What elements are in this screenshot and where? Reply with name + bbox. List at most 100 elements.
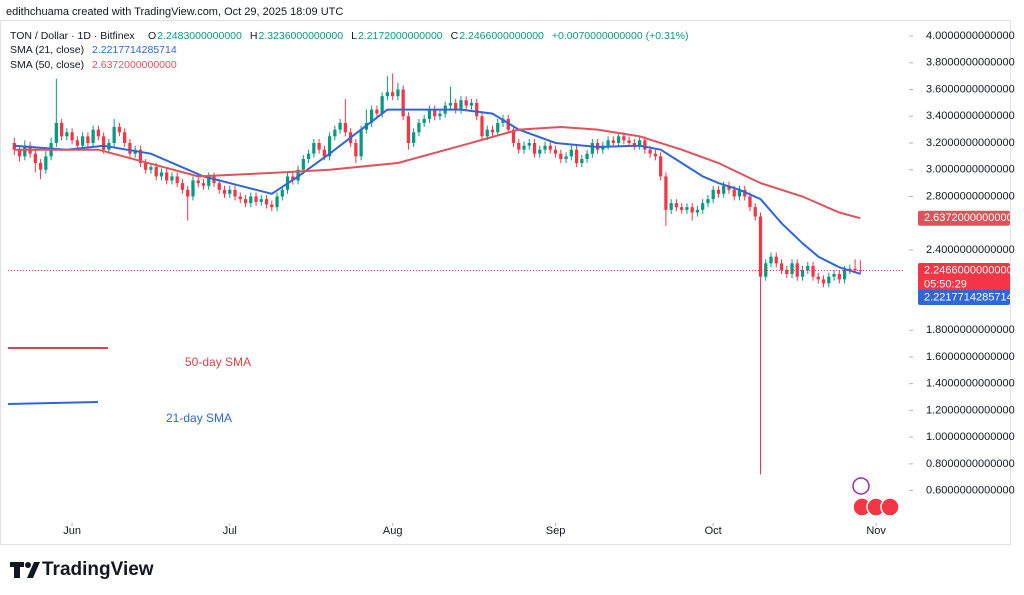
y-tick-label: 4.0000000000000	[926, 30, 1015, 42]
candle-body	[853, 268, 857, 271]
y-tick-label: 1.0000000000000	[926, 431, 1015, 443]
candle-body	[785, 270, 789, 275]
ohlc-value: 2.2466000000000	[459, 30, 544, 42]
candle-body	[385, 92, 390, 97]
candle-body	[821, 279, 826, 284]
candle-body	[695, 209, 700, 213]
ohlc-label: H	[250, 30, 258, 42]
countdown: 05:50:29	[924, 278, 967, 290]
candle-body	[338, 122, 342, 130]
candle-body	[165, 172, 169, 181]
candle-body	[401, 89, 405, 117]
y-tick-label: 1.4000000000000	[926, 378, 1015, 390]
candle-body	[496, 122, 500, 133]
candle-body	[606, 140, 610, 146]
candle-body	[301, 159, 305, 170]
candle-body	[149, 167, 153, 170]
candle-body	[86, 136, 90, 143]
candle-body	[17, 149, 22, 157]
candle-body	[343, 122, 347, 133]
candle-body	[233, 189, 237, 197]
y-tick-label: 3.2000000000000	[926, 137, 1015, 149]
candle-body	[727, 185, 731, 190]
candle-body	[207, 176, 211, 186]
candle-body	[96, 129, 101, 137]
candle-body	[312, 142, 316, 154]
candle-body	[427, 109, 432, 119]
candle-body	[186, 189, 190, 197]
candle-body	[585, 153, 589, 160]
candle-body	[70, 132, 74, 141]
candle-body	[527, 142, 531, 146]
candle-body	[38, 163, 43, 170]
candle-body	[396, 89, 400, 97]
candle-body	[659, 156, 663, 177]
annotation-line	[7, 401, 99, 405]
candle-body	[296, 169, 300, 181]
candle-body	[627, 140, 631, 143]
ohlc-value: 2.3236000000000	[258, 30, 343, 42]
brand: TradingView	[42, 559, 154, 580]
candle-body	[475, 102, 479, 117]
candle-body	[359, 129, 363, 157]
candle-body	[448, 102, 453, 106]
price-tag-label: 2.2466000000000	[924, 264, 1013, 276]
candle-body	[201, 183, 206, 186]
candle-body	[249, 196, 253, 204]
candle-body	[706, 199, 710, 204]
ohlc-value: 2.2172000000000	[358, 30, 443, 42]
candle-body	[816, 276, 820, 280]
candle-body	[375, 109, 379, 114]
candle-body	[102, 136, 106, 150]
candle-body	[842, 270, 847, 280]
candle-body	[643, 140, 647, 150]
candle-body	[790, 263, 794, 275]
x-tick-label: Nov	[866, 525, 886, 537]
candle-body	[580, 159, 584, 164]
event-icons	[852, 477, 900, 517]
candle-body	[159, 172, 164, 177]
candle-body	[464, 100, 468, 106]
candle-body	[44, 156, 48, 170]
candle-body	[690, 207, 694, 213]
candle-body	[622, 136, 626, 141]
candle-body	[23, 145, 27, 157]
candle-body	[590, 142, 594, 154]
candle-body	[406, 116, 411, 143]
candle-body	[779, 263, 784, 270]
candle-body	[180, 183, 185, 190]
candle-body	[280, 189, 284, 197]
candle-body	[753, 207, 757, 217]
candle-body	[548, 145, 552, 150]
candle-body	[80, 136, 85, 146]
change: +0.0070000000000 (+0.31%)	[552, 30, 689, 42]
candle-body	[848, 268, 852, 270]
x-tick-label: Aug	[383, 525, 403, 537]
credit: edithchuama created with TradingView.com…	[6, 6, 343, 18]
ohlc-label: O	[148, 30, 156, 42]
candle-body	[638, 140, 642, 146]
candle-body	[128, 142, 132, 154]
candle-body	[144, 163, 148, 170]
candle-body	[154, 167, 158, 177]
candle-body	[553, 149, 558, 154]
sma50-legend: SMA (50, close)	[10, 59, 84, 71]
y-tick-label: 1.6000000000000	[926, 351, 1015, 363]
candle-body	[616, 136, 621, 143]
candle-body	[769, 256, 773, 264]
y-tick-label: 2.8000000000000	[926, 190, 1015, 202]
price-tag	[918, 262, 1010, 293]
symbol: TON / Dollar · 1D · Bitfinex	[10, 30, 135, 42]
annotation: 21-day SMA	[166, 411, 232, 425]
logo: TradingView	[10, 559, 154, 580]
candle-body	[354, 142, 358, 157]
candle-body	[238, 196, 242, 200]
candle-body	[543, 145, 547, 150]
candle-body	[228, 189, 232, 194]
candle-body	[674, 203, 679, 208]
candle-body	[412, 132, 416, 143]
candle-body	[317, 142, 321, 150]
candle-body	[532, 142, 537, 154]
